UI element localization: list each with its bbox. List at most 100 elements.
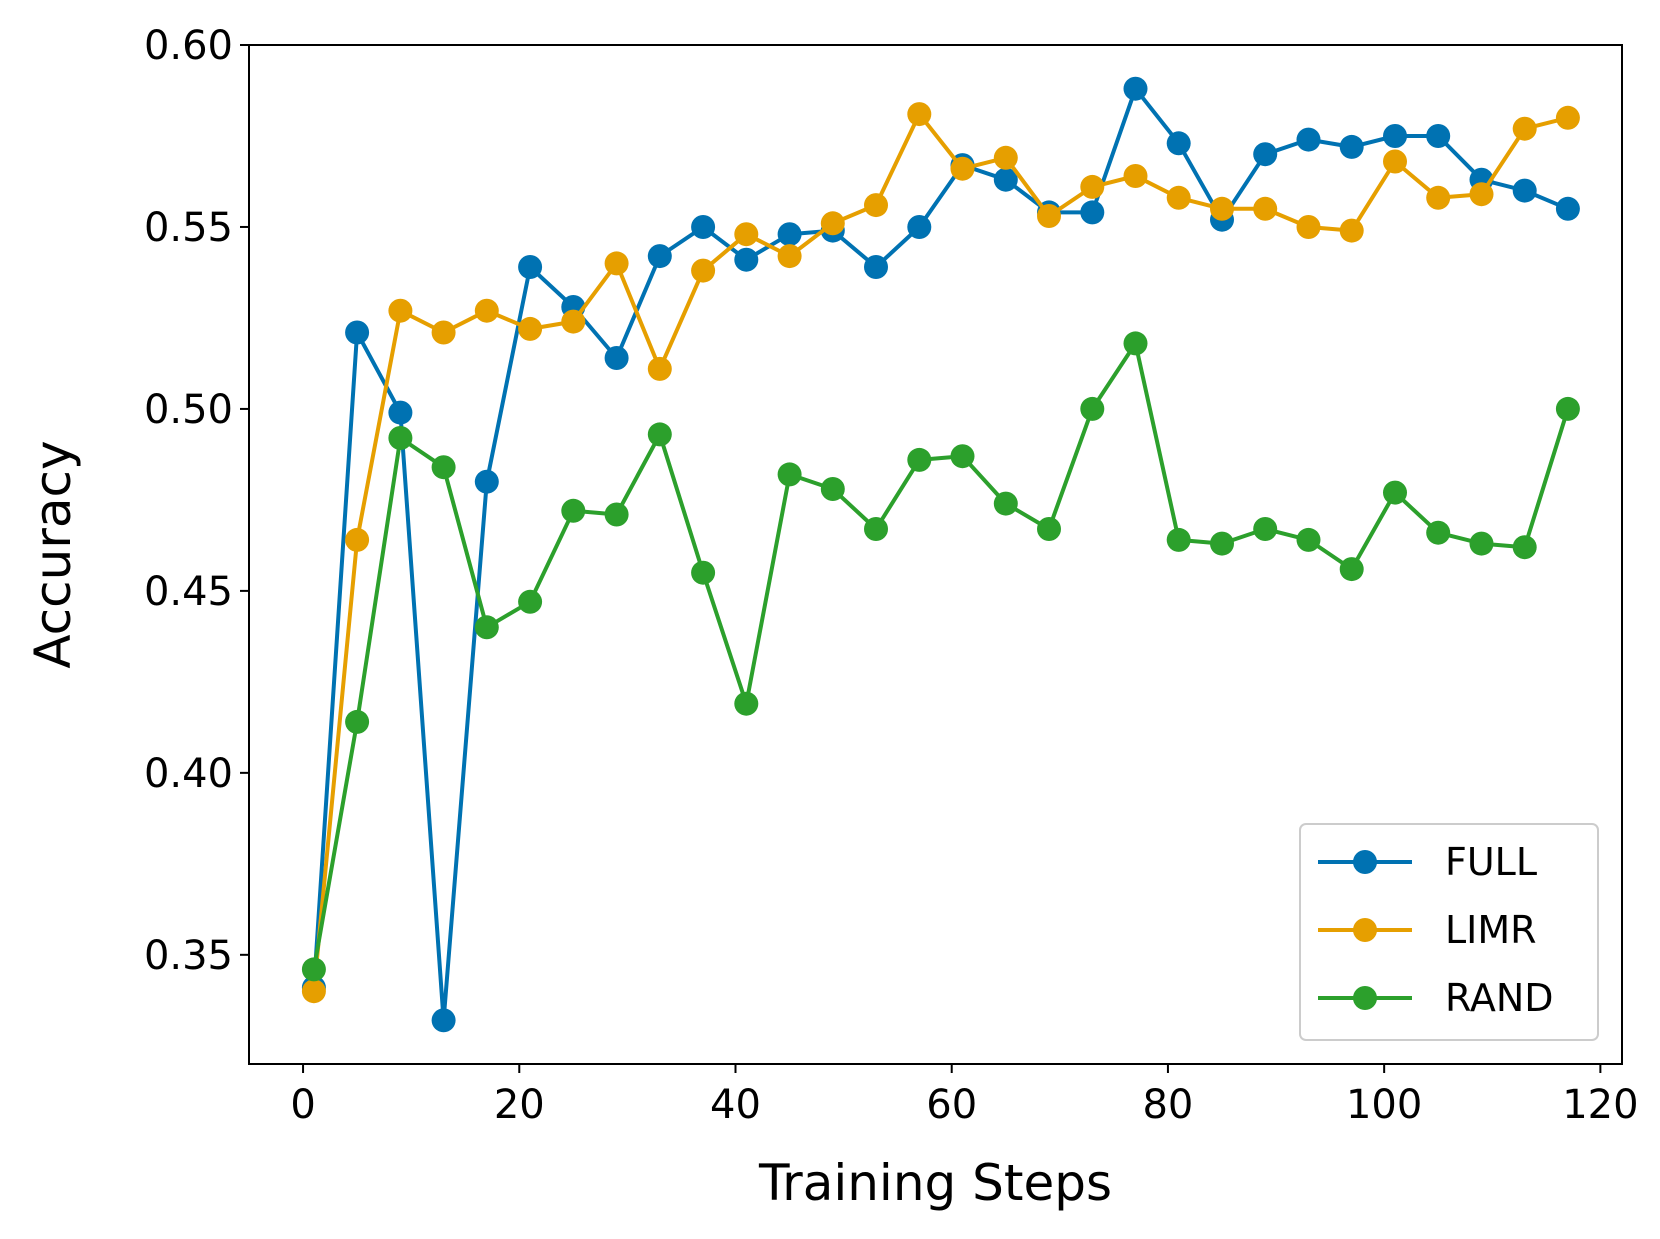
x-axis-title: Training Steps	[758, 1154, 1112, 1212]
point-rand-18	[1080, 396, 1105, 421]
y-axis-title: Accuracy	[24, 440, 82, 668]
point-rand-24	[1339, 557, 1364, 582]
point-rand-5	[518, 589, 543, 614]
point-rand-29	[1555, 396, 1580, 421]
point-limr-7	[604, 251, 629, 276]
point-full-28	[1512, 178, 1537, 203]
point-full-14	[907, 215, 932, 239]
point-full-16	[993, 167, 1018, 192]
point-rand-3	[431, 455, 456, 480]
point-rand-1	[345, 709, 370, 734]
point-full-4	[474, 469, 499, 494]
point-rand-15	[950, 444, 975, 469]
y-tick-label-5: 0.60	[144, 23, 233, 69]
point-full-19	[1123, 76, 1148, 101]
x-tick-label-6: 120	[1562, 1082, 1638, 1128]
point-full-13	[864, 255, 888, 279]
point-rand-9	[691, 560, 716, 585]
x-tick-label-3: 60	[926, 1082, 977, 1128]
point-rand-22	[1253, 517, 1278, 541]
point-rand-12	[820, 477, 845, 501]
legend-label-rand: RAND	[1445, 976, 1554, 1020]
point-limr-24	[1339, 218, 1364, 243]
x-tick-label-5: 100	[1346, 1082, 1422, 1128]
point-limr-14	[907, 102, 932, 127]
y-tick-label-1: 0.40	[144, 751, 233, 797]
point-rand-21	[1210, 531, 1234, 556]
point-limr-11	[777, 244, 802, 269]
point-limr-20	[1166, 185, 1191, 210]
point-limr-25	[1383, 149, 1407, 174]
point-full-29	[1555, 196, 1580, 221]
axes-frame	[248, 44, 1623, 1065]
point-rand-26	[1426, 520, 1451, 545]
point-limr-12	[820, 211, 845, 236]
point-limr-3	[431, 320, 456, 345]
point-limr-29	[1555, 105, 1580, 130]
point-limr-17	[1037, 204, 1061, 228]
x-tick-label-2: 40	[710, 1082, 761, 1128]
point-full-3	[431, 1008, 456, 1033]
axes: 0 20 40 60 80 100 120 0.35 0.40 0.45 0.50 0.55 0.60	[144, 23, 1639, 1128]
point-limr-28	[1512, 116, 1537, 141]
point-limr-23	[1296, 215, 1321, 239]
point-limr-9	[691, 258, 716, 283]
point-limr-2	[388, 298, 413, 323]
point-full-23	[1296, 127, 1321, 152]
point-rand-28	[1512, 535, 1537, 560]
point-limr-27	[1469, 182, 1494, 207]
y-tick-label-2: 0.45	[144, 569, 233, 615]
point-limr-19	[1123, 164, 1148, 188]
point-rand-19	[1123, 331, 1148, 356]
point-rand-25	[1383, 480, 1407, 505]
point-limr-15	[950, 156, 975, 181]
y-tick-label-0: 0.35	[144, 933, 233, 979]
y-tick-label-4: 0.55	[144, 205, 233, 251]
point-rand-4	[474, 615, 499, 640]
legend-label-limr: LIMR	[1445, 908, 1537, 952]
point-full-25	[1383, 124, 1407, 148]
point-limr-4	[474, 298, 499, 323]
point-rand-10	[734, 691, 759, 716]
point-limr-21	[1210, 196, 1234, 221]
point-limr-22	[1253, 196, 1278, 221]
point-rand-23	[1296, 527, 1321, 552]
point-rand-8	[647, 422, 672, 447]
point-rand-2	[388, 426, 413, 450]
legend: FULL LIMR RAND	[1299, 823, 1599, 1041]
legend-marker-full	[1353, 850, 1377, 874]
point-rand-20	[1166, 527, 1191, 552]
x-tick-label-0: 0	[290, 1082, 315, 1128]
legend-label-full: FULL	[1445, 840, 1537, 884]
point-full-22	[1253, 142, 1278, 167]
point-full-9	[691, 215, 716, 239]
point-rand-17	[1037, 517, 1061, 541]
point-full-5	[518, 255, 543, 279]
x-tick-label-1: 20	[494, 1082, 545, 1128]
point-limr-10	[734, 222, 759, 247]
point-full-2	[388, 400, 413, 425]
point-rand-7	[604, 502, 629, 527]
point-full-18	[1080, 200, 1105, 225]
point-rand-16	[993, 491, 1018, 516]
plot-area	[301, 76, 1580, 1033]
point-rand-27	[1469, 531, 1494, 556]
legend-marker-rand	[1353, 986, 1377, 1010]
point-limr-0	[301, 979, 326, 1004]
point-full-7	[604, 346, 629, 370]
point-limr-1	[345, 527, 370, 552]
legend-marker-limr	[1353, 918, 1377, 942]
point-rand-14	[907, 447, 932, 472]
y-tick-label-3: 0.50	[144, 387, 233, 433]
point-rand-13	[864, 517, 888, 541]
point-limr-5	[518, 316, 543, 341]
point-rand-0	[301, 957, 326, 982]
point-full-24	[1339, 134, 1364, 159]
point-full-11	[777, 222, 802, 247]
point-limr-16	[993, 145, 1018, 170]
legend-box	[1299, 823, 1599, 1041]
point-full-10	[734, 247, 759, 272]
point-limr-13	[864, 193, 888, 218]
point-limr-26	[1426, 185, 1451, 210]
